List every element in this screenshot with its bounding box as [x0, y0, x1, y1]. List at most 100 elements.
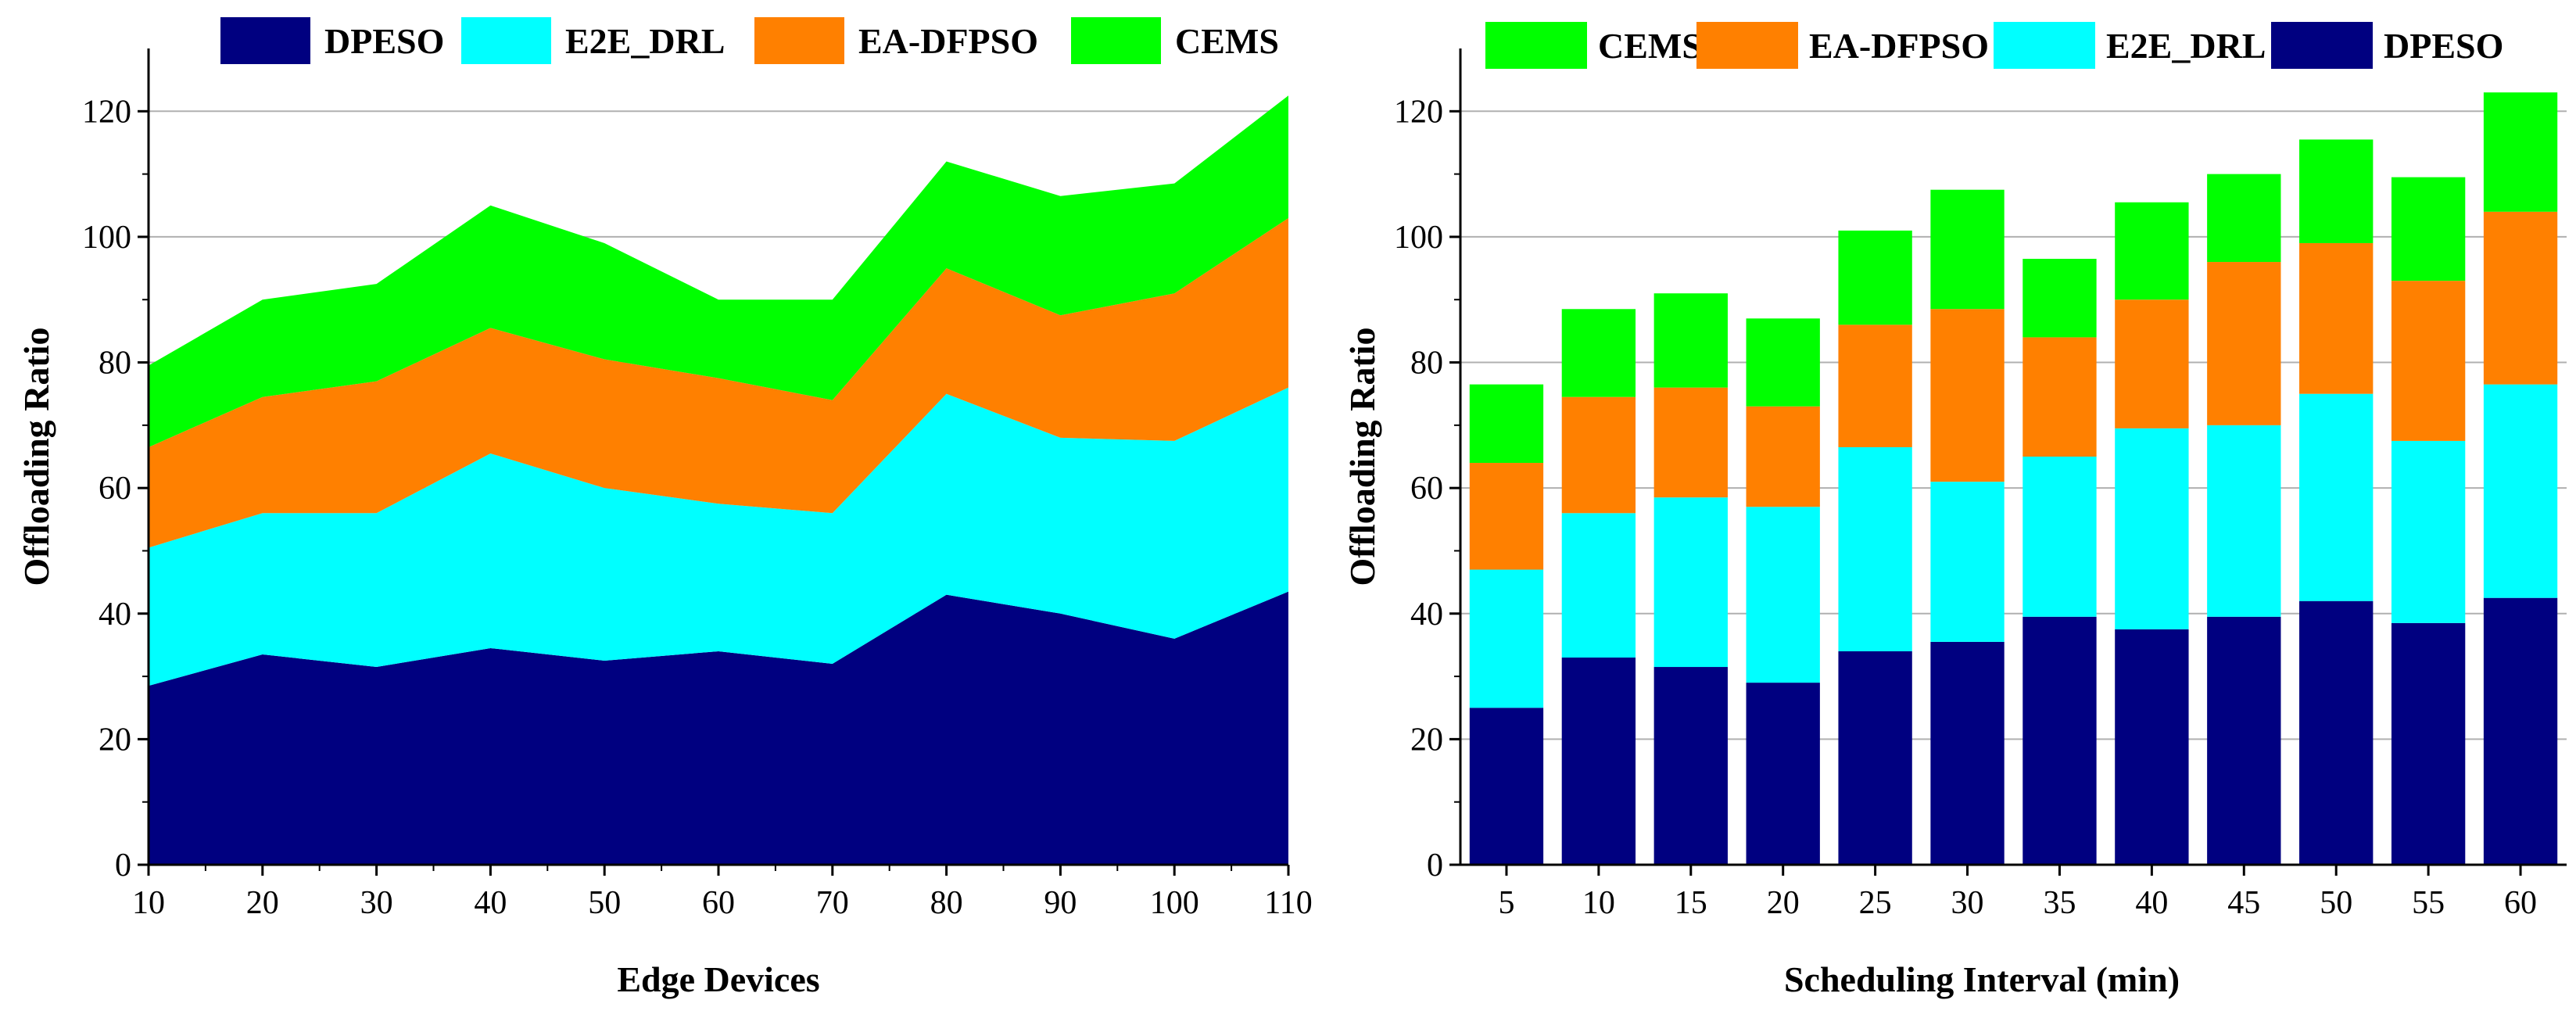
area-e2e-drl	[149, 387, 1288, 686]
legend-label-ea-dfpso: EA-DFPSO	[1809, 26, 1989, 66]
bar-e2e-drl-40	[2115, 428, 2189, 629]
left-x-tick-label-50: 50	[588, 885, 621, 921]
bar-cems-10	[1561, 309, 1636, 397]
bar-ea-dfpso-10	[1561, 396, 1636, 514]
left-x-tick-label-60: 60	[702, 885, 735, 921]
bar-e2e-drl-60	[2483, 384, 2558, 598]
bar-dpeso-40	[2115, 629, 2189, 865]
left-y-tick-label-40: 40	[99, 597, 131, 633]
bar-e2e-drl-45	[2207, 425, 2281, 617]
bar-ea-dfpso-20	[1746, 406, 1820, 507]
right-x-tick-label-35: 35	[2043, 885, 2076, 921]
left-y-tick-label-120: 120	[82, 94, 131, 130]
left-x-tick-label-100: 100	[1150, 885, 1199, 921]
legend-swatch-cems	[1485, 22, 1587, 69]
right-y-tick-label-80: 80	[1410, 346, 1443, 382]
bar-ea-dfpso-15	[1653, 387, 1728, 498]
bar-dpeso-5	[1469, 708, 1544, 865]
chart-right-stacked-bar: 0 20 40 60 80 100 120 5 10 15 20 25 30 35 40 45 50 55 60 C…	[1342, 22, 2567, 999]
right-y-tick-label-120: 120	[1394, 94, 1443, 130]
legend-swatch-e2e-drl	[1994, 22, 2095, 69]
bar-stack-60	[2483, 92, 2558, 865]
right-x-tick-label-30: 30	[1951, 885, 1984, 921]
right-y-tick-label-60: 60	[1410, 471, 1443, 507]
bar-dpeso-35	[2022, 616, 2097, 865]
right-x-tick-label-15: 15	[1675, 885, 1707, 921]
bar-dpeso-15	[1653, 667, 1728, 865]
legend-label-dpeso: DPESO	[2384, 26, 2503, 66]
bar-stack-50	[2299, 139, 2374, 865]
bar-stack-45	[2207, 174, 2281, 865]
bar-stack-25	[1838, 230, 1912, 865]
bar-e2e-drl-25	[1838, 446, 1912, 651]
legend-swatch-dpeso	[220, 17, 310, 64]
legend-swatch-e2e-drl	[461, 17, 551, 64]
bar-stack-20	[1746, 318, 1820, 865]
left-x-tick-label-70: 70	[816, 885, 849, 921]
bar-cems-40	[2115, 202, 2189, 300]
left-y-tick-label-80: 80	[99, 346, 131, 382]
left-x-tick-label-10: 10	[132, 885, 165, 921]
legend-label-dpeso: DPESO	[324, 21, 444, 61]
bar-ea-dfpso-25	[1838, 324, 1912, 447]
bar-ea-dfpso-35	[2022, 337, 2097, 457]
legend-swatch-ea-dfpso	[754, 17, 844, 64]
bar-stack-15	[1653, 293, 1728, 865]
bar-ea-dfpso-60	[2483, 211, 2558, 385]
right-y-tick-label-20: 20	[1410, 722, 1443, 758]
legend-label-ea-dfpso: EA-DFPSO	[858, 21, 1038, 61]
bar-ea-dfpso-55	[2391, 281, 2466, 441]
bar-cems-55	[2391, 177, 2466, 281]
bar-stack-55	[2391, 177, 2466, 865]
left-y-axis-title: Offloading Ratio	[16, 328, 56, 586]
legend-label-cems: CEMS	[1175, 21, 1279, 61]
legend-label-cems: CEMS	[1598, 26, 1702, 66]
area-ea-dfpso	[149, 217, 1288, 548]
legend-label-e2e-drl: E2E_DRL	[2106, 26, 2266, 66]
bar-cems-20	[1746, 318, 1820, 407]
bar-dpeso-25	[1838, 651, 1912, 865]
bar-e2e-drl-35	[2022, 457, 2097, 617]
legend-swatch-dpeso	[2271, 22, 2373, 69]
right-axes	[1459, 48, 2567, 866]
bar-e2e-drl-30	[1930, 482, 2005, 642]
bar-cems-30	[1930, 189, 2005, 310]
bar-e2e-drl-55	[2391, 440, 2466, 623]
right-x-tick-label-20: 20	[1767, 885, 1800, 921]
bar-cems-25	[1838, 230, 1912, 325]
right-y-axis-title: Offloading Ratio	[1342, 328, 1382, 586]
left-legend: DPESO E2E_DRL EA-DFPSO CEMS	[220, 17, 1279, 64]
bar-e2e-drl-10	[1561, 513, 1636, 658]
bar-e2e-drl-50	[2299, 393, 2374, 601]
bar-stack-5	[1469, 384, 1544, 865]
left-ticks: 0 20 40 60 80 100 120 10 20 30 40 50 60 70 80 90 100 110	[82, 94, 1313, 921]
right-x-tick-label-40: 40	[2135, 885, 2168, 921]
right-x-tick-label-50: 50	[2320, 885, 2352, 921]
left-x-tick-label-30: 30	[360, 885, 393, 921]
bar-ea-dfpso-5	[1469, 463, 1544, 570]
left-x-tick-label-20: 20	[246, 885, 279, 921]
right-x-tick-label-25: 25	[1859, 885, 1892, 921]
bar-dpeso-10	[1561, 657, 1636, 865]
right-y-tick-label-40: 40	[1410, 597, 1443, 633]
bar-e2e-drl-15	[1653, 497, 1728, 668]
bar-ea-dfpso-50	[2299, 242, 2374, 394]
right-bar-series	[1469, 92, 2558, 865]
right-x-tick-label-55: 55	[2412, 885, 2445, 921]
bar-stack-10	[1561, 309, 1636, 865]
bar-cems-45	[2207, 174, 2281, 263]
right-x-axis-title: Scheduling Interval (min)	[1784, 959, 2180, 999]
bar-ea-dfpso-40	[2115, 299, 2189, 428]
bar-cems-50	[2299, 139, 2374, 243]
bar-dpeso-30	[1930, 641, 2005, 865]
left-y-tick-label-20: 20	[99, 722, 131, 758]
bar-dpeso-45	[2207, 616, 2281, 865]
right-legend: CEMS EA-DFPSO E2E_DRL DPESO	[1485, 22, 2503, 69]
bar-cems-5	[1469, 384, 1544, 464]
bar-cems-60	[2483, 92, 2558, 212]
bar-stack-40	[2115, 202, 2189, 865]
bar-cems-15	[1653, 293, 1728, 388]
area-cems	[149, 95, 1288, 447]
left-y-tick-label-60: 60	[99, 471, 131, 507]
